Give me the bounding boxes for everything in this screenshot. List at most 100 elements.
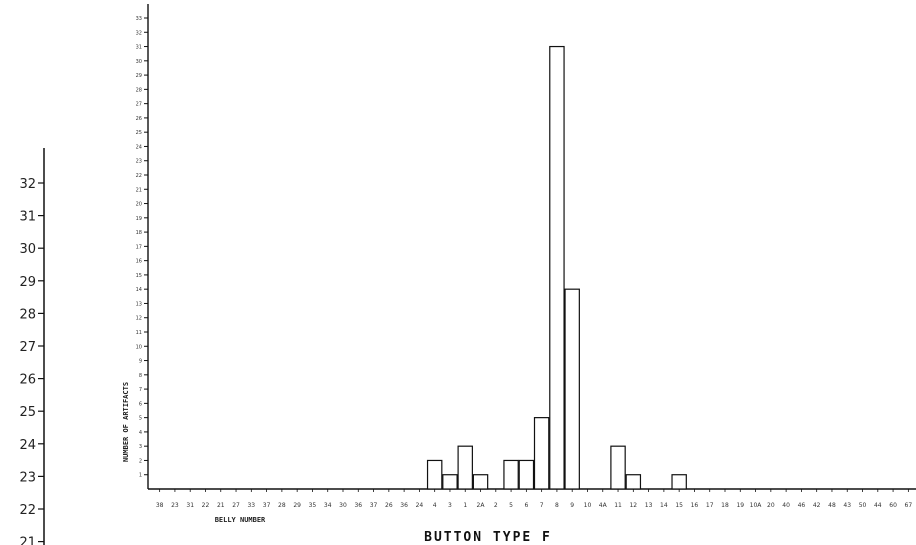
x-tick-label: 3 [448, 502, 452, 509]
x-axis-label: BELLY NUMBER [215, 516, 266, 524]
x-tick-label: 37 [370, 502, 378, 509]
y-tick-label: 32 [136, 30, 142, 36]
x-tick-label: 46 [798, 502, 806, 509]
left-axis-tick-label: 24 [19, 438, 36, 453]
x-tick-label: 19 [736, 502, 744, 509]
y-tick-label: 7 [139, 387, 142, 393]
x-tick-label: 40 [782, 502, 790, 509]
y-tick-label: 1 [139, 473, 142, 479]
y-tick-label: 4 [139, 430, 142, 436]
y-tick-label: 3 [139, 444, 142, 450]
x-tick-label: 2A [477, 502, 486, 509]
x-tick-label: 1 [463, 502, 467, 509]
left-axis-tick-label: 27 [19, 340, 36, 355]
x-tick-label: 13 [645, 502, 653, 509]
left-axis-tick-label: 32 [19, 177, 36, 192]
x-tick-label: 5 [509, 502, 513, 509]
y-tick-label: 17 [136, 244, 142, 250]
y-tick-label: 24 [136, 144, 142, 150]
y-tick-label: 28 [136, 87, 142, 93]
y-tick-label: 22 [136, 173, 142, 179]
y-tick-label: 5 [139, 416, 142, 422]
left-axis-tick-label: 26 [19, 373, 36, 388]
left-axis-tick-label: 25 [19, 405, 36, 420]
x-tick-label: 26 [385, 502, 393, 509]
x-tick-label: 27 [232, 502, 240, 509]
x-tick-label: 4 [433, 502, 437, 509]
y-tick-label: 18 [136, 230, 142, 236]
x-tick-label: 28 [278, 502, 286, 509]
y-tick-label: 33 [136, 16, 142, 22]
y-tick-label: 8 [139, 373, 142, 379]
x-tick-label: 35 [309, 502, 317, 509]
y-tick-label: 11 [136, 330, 142, 336]
x-tick-label: 7 [540, 502, 544, 509]
x-tick-label: 38 [156, 502, 164, 509]
bar [426, 459, 443, 490]
y-tick-label: 31 [136, 45, 142, 51]
x-tick-label: 37 [263, 502, 271, 509]
x-tick-label: 43 [843, 502, 851, 509]
main-bar-chart: 1234567891011121314151617181920212223242… [122, 4, 916, 545]
x-tick-label: 30 [339, 502, 347, 509]
x-tick-label: 24 [416, 502, 424, 509]
y-tick-label: 27 [136, 102, 142, 108]
y-tick-label: 30 [136, 59, 142, 65]
x-tick-label: 11 [614, 502, 622, 509]
chart-title: BUTTON TYPE F [424, 530, 552, 545]
bar [503, 459, 519, 490]
x-tick-label: 16 [691, 502, 699, 509]
y-tick-label: 9 [139, 359, 142, 365]
x-tick-label: 8 [555, 502, 559, 509]
x-tick-label: 18 [721, 502, 729, 509]
bar [549, 45, 565, 490]
y-tick-label: 12 [136, 316, 142, 322]
x-tick-label: 44 [874, 502, 882, 509]
y-tick-label: 19 [136, 216, 142, 222]
bar [457, 445, 473, 490]
x-tick-label: 36 [354, 502, 362, 509]
x-tick-label: 50 [859, 502, 867, 509]
left-axis-tick-label: 31 [19, 210, 36, 225]
x-tick-label: 67 [905, 502, 913, 509]
x-tick-label: 2 [494, 502, 498, 509]
bar [472, 474, 489, 490]
x-tick-label: 48 [828, 502, 836, 509]
x-tick-label: 33 [247, 502, 255, 509]
x-tick-label: 17 [706, 502, 714, 509]
bar [564, 288, 580, 490]
y-tick-label: 25 [136, 130, 142, 136]
y-tick-label: 14 [136, 287, 142, 293]
left-axis-tick-label: 23 [19, 470, 36, 485]
y-tick-label: 10 [136, 344, 142, 350]
left-axis-tick-label: 21 [19, 536, 36, 545]
left-axis-tick-label: 30 [19, 242, 36, 257]
y-tick-label: 20 [136, 202, 142, 208]
y-tick-label: 2 [139, 458, 142, 464]
left-axis-tick-label: 28 [19, 307, 36, 322]
y-axis-label: NUMBER OF ARTIFACTS [122, 382, 130, 462]
y-tick-label: 16 [136, 259, 142, 265]
y-tick-label: 15 [136, 273, 142, 279]
y-tick-label: 29 [136, 73, 142, 79]
bar [533, 417, 550, 490]
y-tick-label: 21 [136, 187, 142, 193]
y-tick-label: 26 [136, 116, 142, 122]
bar [671, 474, 687, 490]
x-tick-label: 23 [171, 502, 179, 509]
x-tick-label: 42 [813, 502, 821, 509]
y-tick-label: 6 [139, 401, 142, 407]
y-tick-label: 13 [136, 301, 142, 307]
x-tick-label: 10 [584, 502, 592, 509]
left-axis-tick-label: 22 [19, 503, 36, 518]
left-axis-fragment: 32 31 30 29 28 27 26 25 24 23 22 21 [19, 148, 45, 545]
x-tick-label: 20 [767, 502, 775, 509]
x-tick-label: 9 [570, 502, 574, 509]
x-tick-label: 60 [889, 502, 897, 509]
x-tick-label: 4A [599, 502, 608, 509]
bar [610, 445, 626, 490]
bar [518, 459, 535, 490]
y-tick-label: 23 [136, 159, 142, 165]
x-tick-label: 34 [324, 502, 332, 509]
